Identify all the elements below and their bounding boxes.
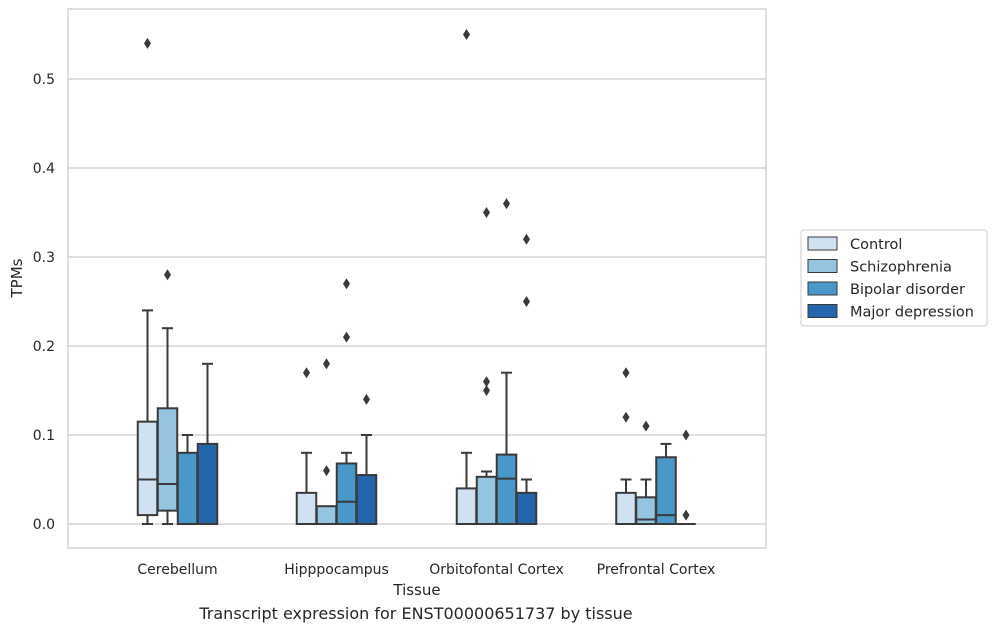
- x-tick-label-cerebellum: Cerebellum: [137, 562, 217, 578]
- outlier-point: [483, 385, 490, 396]
- outlier-point: [144, 37, 151, 49]
- legend-swatch-control: [807, 236, 838, 251]
- legend-label-major-depression: Major depression: [850, 305, 974, 321]
- outlier-point: [682, 509, 690, 521]
- legend-swatch-bipolar-disorder: [807, 281, 838, 296]
- legend-frame: [800, 229, 988, 327]
- box-body: [335, 462, 358, 526]
- legend-label-bipolar-disorder: Bipolar disorder: [850, 282, 965, 298]
- x-tick-label-hipppocampus: Hipppocampus: [284, 562, 389, 578]
- box-major-depression-orbitofontal-cortex: [515, 233, 538, 526]
- y-tick-label: 0.5: [33, 72, 55, 88]
- outlier-point: [323, 358, 330, 370]
- box-bipolar-disorder-prefrontal-cortex: [655, 442, 677, 525]
- y-tick-labels: 0.0 0.1 0.2 0.3 0.4 0.5: [33, 72, 55, 533]
- box-body: [615, 491, 637, 526]
- box-body: [355, 474, 378, 525]
- box-body: [475, 475, 498, 525]
- box-body: [295, 491, 318, 526]
- outlier-point: [303, 367, 310, 379]
- box-major-depression-prefrontal-cortex: [676, 429, 696, 525]
- outlier-point: [523, 233, 530, 245]
- box-series-layer: [136, 29, 696, 526]
- y-tick-label: 0.3: [33, 250, 55, 266]
- chart-caption: Transcript expression for ENST0000065173…: [199, 604, 633, 623]
- plot-frame: [67, 8, 767, 549]
- box-body: [455, 487, 478, 525]
- outlier-point: [463, 29, 470, 40]
- outlier-point: [343, 278, 350, 290]
- box-bipolar-disorder-hipppocampus: [335, 278, 358, 526]
- box-body: [495, 453, 518, 525]
- x-tick-label-prefrontal-cortex: Prefrontal Cortex: [597, 562, 716, 578]
- legend-swatch-major-depression: [807, 304, 838, 318]
- outlier-point: [622, 411, 630, 423]
- outlier-point: [483, 207, 490, 218]
- y-tick-label: 0.4: [33, 161, 55, 177]
- box-plot-chart: 0.0 0.1 0.2 0.3 0.4 0.5 Cerebellum Hipppocampu…: [8, 8, 988, 599]
- box-major-depression-hipppocampus: [355, 393, 378, 525]
- box-body: [315, 505, 338, 526]
- box-schizophrenia-prefrontal-cortex: [635, 420, 657, 525]
- box-control-hipppocampus: [295, 367, 318, 526]
- box-control-cerebellum: [136, 37, 159, 525]
- outlier-point: [483, 376, 490, 388]
- legend-items: Control Schizophrenia Bipolar disorder Majo…: [807, 236, 974, 321]
- box-body: [515, 491, 538, 526]
- outlier-point: [503, 198, 510, 210]
- outlier-point: [642, 420, 650, 432]
- box-control-orbitofontal-cortex: [455, 29, 478, 525]
- x-axis-label: Tissue: [392, 581, 440, 599]
- box-bipolar-disorder-cerebellum: [176, 434, 199, 525]
- box-schizophrenia-cerebellum: [156, 269, 179, 525]
- box-body: [655, 456, 677, 525]
- legend-label-control: Control: [850, 237, 902, 253]
- legend-label-schizophrenia: Schizophrenia: [850, 260, 952, 276]
- box-body: [136, 420, 159, 517]
- box-schizophrenia-hipppocampus: [315, 358, 338, 526]
- x-tick-labels: Cerebellum Hipppocampus Orbitofontal Corte…: [137, 562, 715, 578]
- y-tick-label: 0.2: [33, 339, 55, 355]
- box-major-depression-cerebellum: [196, 362, 219, 525]
- outlier-point: [343, 331, 350, 343]
- legend: Control Schizophrenia Bipolar disorder Majo…: [800, 229, 988, 327]
- x-tick-label-orbitofontal-cortex: Orbitofontal Cortex: [429, 562, 564, 578]
- box-body: [176, 451, 199, 525]
- outlier-point: [323, 465, 330, 477]
- y-tick-label: 0.1: [33, 428, 55, 444]
- box-schizophrenia-orbitofontal-cortex: [475, 207, 498, 525]
- box-bipolar-disorder-orbitofontal-cortex: [495, 198, 518, 525]
- outlier-point: [164, 269, 171, 281]
- outlier-point: [682, 429, 690, 441]
- box-body: [196, 442, 219, 525]
- y-tick-label: 0.0: [33, 517, 55, 533]
- box-control-prefrontal-cortex: [615, 367, 637, 526]
- outlier-point: [363, 393, 370, 405]
- outlier-point: [622, 367, 630, 379]
- box-body: [156, 407, 179, 512]
- outlier-point: [523, 296, 530, 307]
- legend-swatch-schizophrenia: [807, 259, 838, 273]
- y-axis-label: TPMs: [8, 258, 26, 298]
